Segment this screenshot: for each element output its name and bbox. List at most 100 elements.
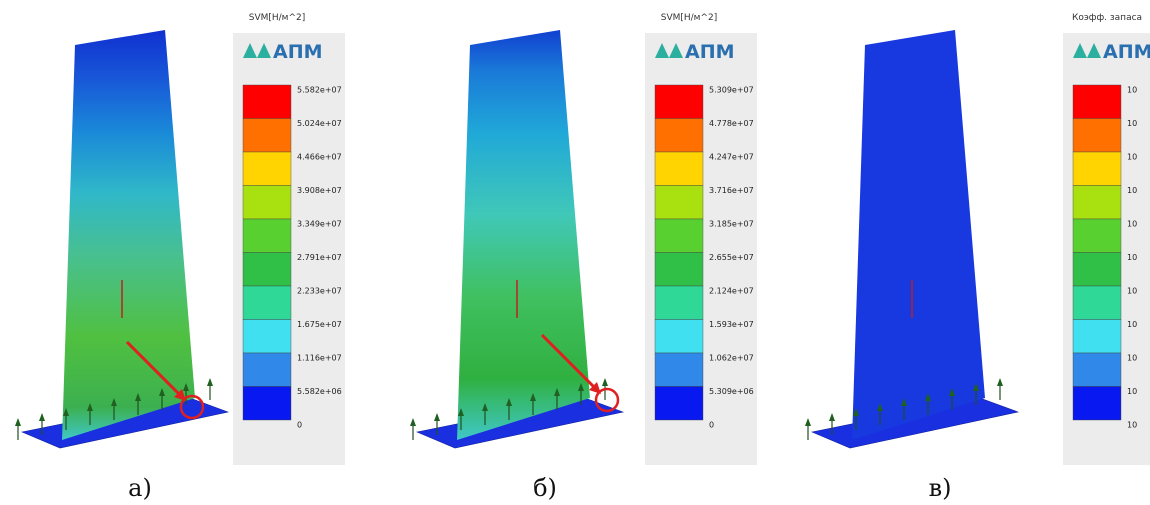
scale-label: 3.908e+07 — [297, 186, 342, 195]
scale-label: 2.655e+07 — [709, 253, 754, 262]
support-arrowhead — [805, 418, 811, 426]
color-box — [242, 386, 292, 421]
color-box — [654, 84, 704, 119]
logo-text: АПМ — [1103, 41, 1150, 63]
logo-icon — [1073, 43, 1101, 58]
support-arrowhead — [578, 383, 584, 391]
highlight-circle — [179, 394, 205, 420]
color-box — [1072, 118, 1122, 153]
support-arrowhead — [410, 418, 416, 426]
blade — [62, 30, 195, 440]
color-box — [1072, 319, 1122, 354]
color-box — [654, 285, 704, 320]
support-arrowhead — [135, 393, 141, 401]
support-arrowhead — [829, 413, 835, 421]
logo-text: АПМ — [685, 41, 735, 63]
blade — [457, 30, 590, 440]
color-box — [1072, 84, 1122, 119]
scale-label: 10 — [1127, 186, 1137, 195]
scale-label: 10 — [1127, 119, 1137, 128]
highlight-circle — [594, 387, 620, 413]
support-arrowhead — [602, 378, 608, 386]
scale-label: 3.185e+07 — [709, 220, 754, 229]
scale-label: 4.778e+07 — [709, 119, 754, 128]
scale-label: 3.716e+07 — [709, 186, 754, 195]
color-box — [242, 218, 292, 253]
support-arrowhead — [63, 408, 69, 416]
support-arrowhead — [183, 383, 189, 391]
support-arrowhead — [458, 408, 464, 416]
color-box — [242, 84, 292, 119]
scale-label: 1.062e+07 — [709, 354, 754, 363]
color-box — [242, 185, 292, 220]
color-box — [242, 352, 292, 387]
support-arrowhead — [554, 388, 560, 396]
scale-label: 10 — [1127, 86, 1137, 95]
scale-label: 1.675e+07 — [297, 320, 342, 329]
scale-label: 2.233e+07 — [297, 287, 342, 296]
pointer-head — [589, 382, 601, 394]
color-box — [654, 319, 704, 354]
scale-label: 10 — [1127, 153, 1137, 162]
scale-label: 0 — [709, 421, 714, 430]
support-arrowhead — [530, 393, 536, 401]
scale-label: 10 — [1127, 220, 1137, 229]
support-arrowhead — [482, 403, 488, 411]
color-box — [1072, 252, 1122, 287]
color-box — [242, 118, 292, 153]
color-box — [242, 319, 292, 354]
scale-label: 10 — [1127, 287, 1137, 296]
support-arrowhead — [997, 378, 1003, 386]
support-arrowhead — [901, 398, 907, 406]
scale-label: 4.247e+07 — [709, 153, 754, 162]
caption: б) — [533, 474, 557, 502]
support-arrowhead — [111, 398, 117, 406]
support-arrowhead — [207, 378, 213, 386]
logo-icon — [243, 43, 271, 58]
color-box — [654, 218, 704, 253]
color-box — [1072, 285, 1122, 320]
caption: в) — [929, 474, 952, 502]
color-box — [654, 252, 704, 287]
pointer-head — [174, 389, 186, 401]
scale-label: 2.791e+07 — [297, 253, 342, 262]
scale-label: 5.024e+07 — [297, 119, 342, 128]
color-box — [1072, 352, 1122, 387]
scale-label: 1.593e+07 — [709, 320, 754, 329]
support-arrowhead — [877, 403, 883, 411]
color-box — [654, 352, 704, 387]
scale-label: 0 — [297, 421, 302, 430]
support-arrowhead — [87, 403, 93, 411]
scale-label: 2.124e+07 — [709, 287, 754, 296]
color-box — [654, 118, 704, 153]
logo-text: АПМ — [273, 41, 323, 63]
support-arrowhead — [159, 388, 165, 396]
blade — [852, 30, 985, 440]
scale-label: 10 — [1127, 320, 1137, 329]
scale-label: 3.349e+07 — [297, 220, 342, 229]
scale-label: 10 — [1127, 354, 1137, 363]
color-box — [654, 185, 704, 220]
support-arrowhead — [506, 398, 512, 406]
color-box — [1072, 151, 1122, 186]
scale-label: 5.309e+07 — [709, 86, 754, 95]
scale-label: 10 — [1127, 421, 1137, 430]
color-box — [654, 151, 704, 186]
caption: а) — [128, 474, 152, 502]
scale-label: 10 — [1127, 387, 1137, 396]
scale-title: SVM[Н/м^2] — [249, 13, 306, 23]
support-arrowhead — [39, 413, 45, 421]
scale-label: 1.116e+07 — [297, 354, 342, 363]
support-arrowhead — [853, 408, 859, 416]
pointer-arrow — [540, 333, 600, 393]
scale-label: 10 — [1127, 253, 1137, 262]
support-arrowhead — [434, 413, 440, 421]
pointer-arrow — [125, 340, 185, 400]
scale-label: 5.582e+06 — [297, 387, 342, 396]
support-arrowhead — [925, 393, 931, 401]
scale-title: Коэфф. запаса — [1072, 13, 1142, 23]
color-box — [242, 151, 292, 186]
color-box — [1072, 185, 1122, 220]
scale-title: SVM[Н/м^2] — [661, 13, 718, 23]
